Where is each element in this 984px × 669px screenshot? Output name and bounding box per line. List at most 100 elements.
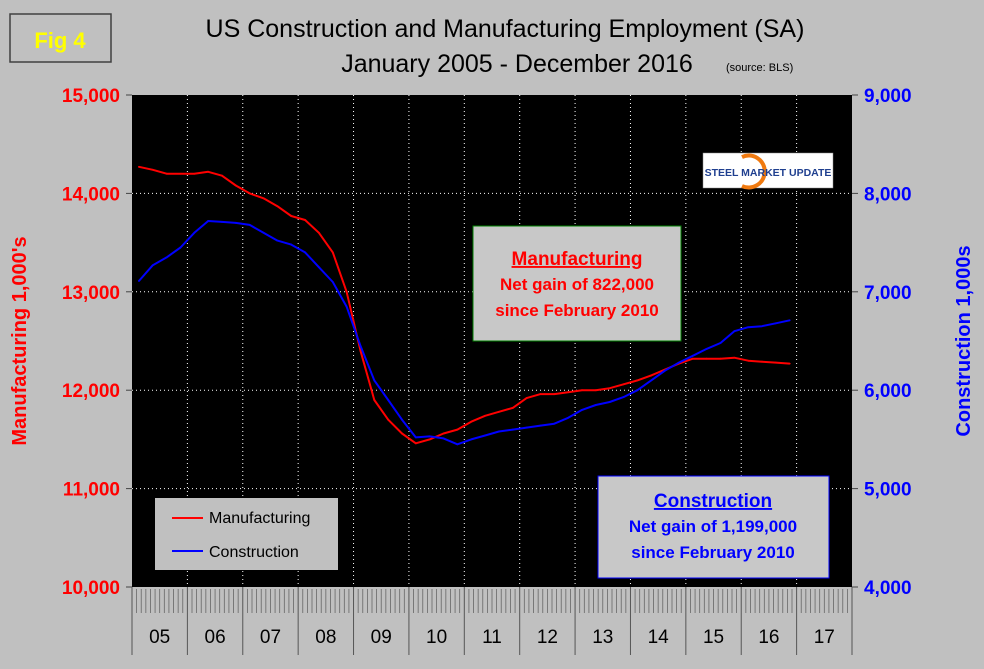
- data-point-manufacturing: [414, 442, 417, 445]
- y-axis-left-label: Manufacturing 1,000's: [9, 236, 31, 445]
- data-point-construction: [664, 369, 666, 372]
- data-point-construction: [304, 251, 306, 254]
- legend-label-manufacturing: Manufacturing: [209, 510, 310, 527]
- data-point-manufacturing: [774, 361, 777, 364]
- data-point-construction: [179, 246, 182, 249]
- data-point-manufacturing: [276, 205, 279, 208]
- data-point-construction: [553, 422, 556, 425]
- data-point-construction: [691, 354, 694, 357]
- data-point-manufacturing: [442, 432, 445, 435]
- data-point-manufacturing: [733, 356, 736, 359]
- data-point-construction: [401, 418, 403, 421]
- data-point-construction: [567, 416, 570, 419]
- data-point-construction: [733, 330, 736, 333]
- x-tick-label: 12: [537, 627, 558, 648]
- chart-subtitle: January 2005 - December 2016: [341, 50, 693, 78]
- data-point-manufacturing: [331, 251, 334, 254]
- data-point-construction: [290, 243, 293, 246]
- data-point-construction: [138, 280, 140, 282]
- y-axis-right-label: Construction 1,000s: [953, 245, 975, 436]
- data-point-manufacturing: [719, 357, 722, 360]
- annotation-manufacturing: Manufacturing Net gain of 822,000 since …: [472, 225, 682, 342]
- data-point-construction: [262, 231, 265, 234]
- data-point-manufacturing: [304, 219, 306, 221]
- data-point-construction: [678, 361, 680, 364]
- data-point-manufacturing: [234, 184, 237, 187]
- annotation-manufacturing-line1: Net gain of 822,000: [500, 275, 654, 294]
- x-tick-label: 10: [426, 627, 447, 648]
- data-point-manufacturing: [221, 174, 223, 177]
- data-point-manufacturing: [498, 410, 500, 413]
- data-point-manufacturing: [151, 168, 154, 171]
- data-point-construction: [511, 428, 514, 431]
- data-point-manufacturing: [636, 379, 639, 382]
- x-tick-label: 11: [482, 627, 502, 648]
- data-point-manufacturing: [539, 393, 542, 396]
- data-point-construction: [359, 345, 362, 347]
- data-point-construction: [608, 401, 611, 403]
- annotation-manufacturing-line2: since February 2010: [495, 301, 658, 320]
- annotation-construction-title: Construction: [654, 491, 772, 512]
- data-point-construction: [221, 221, 223, 223]
- x-tick-label: 16: [758, 627, 779, 648]
- data-point-construction: [788, 319, 791, 322]
- data-point-construction: [442, 437, 445, 440]
- data-point-manufacturing: [138, 165, 140, 168]
- data-point-manufacturing: [165, 172, 168, 175]
- data-point-manufacturing: [359, 349, 362, 352]
- data-point-manufacturing: [401, 432, 403, 435]
- data-point-manufacturing: [484, 414, 486, 417]
- series-line-construction: [138, 220, 790, 446]
- data-point-manufacturing: [248, 192, 251, 195]
- data-point-manufacturing: [345, 290, 348, 293]
- annotation-manufacturing-title: Manufacturing: [512, 249, 643, 270]
- x-tick-label: 06: [205, 627, 226, 648]
- data-point-manufacturing: [318, 231, 320, 234]
- data-point-manufacturing: [373, 399, 376, 401]
- data-point-manufacturing: [650, 374, 653, 377]
- logo: STEEL MARKET UPDATE: [702, 152, 834, 190]
- data-point-construction: [525, 426, 528, 429]
- chart-source: (source: BLS): [726, 62, 793, 74]
- y-tick-label-right: 4,000: [864, 578, 912, 599]
- legend-label-construction: Construction: [209, 544, 299, 561]
- data-point-manufacturing: [691, 357, 694, 360]
- data-point-construction: [373, 379, 376, 382]
- data-point-construction: [387, 399, 390, 401]
- data-point-construction: [622, 396, 625, 398]
- data-point-manufacturing: [622, 383, 625, 386]
- data-point-manufacturing: [193, 172, 196, 175]
- data-point-manufacturing: [290, 215, 293, 217]
- data-point-construction: [650, 379, 653, 382]
- annotation-construction-line1: Net gain of 1,199,000: [629, 517, 797, 536]
- data-point-construction: [331, 281, 334, 283]
- data-point-construction: [761, 325, 763, 328]
- data-point-construction: [456, 443, 459, 446]
- data-point-manufacturing: [207, 170, 210, 173]
- series-line-manufacturing: [138, 165, 790, 445]
- x-tick-label: 07: [260, 627, 281, 648]
- y-tick-label-right: 7,000: [864, 283, 912, 304]
- data-point-construction: [193, 231, 196, 234]
- data-point-construction: [581, 408, 583, 411]
- data-point-manufacturing: [179, 172, 182, 175]
- data-point-construction: [207, 220, 210, 222]
- data-point-manufacturing: [553, 393, 556, 396]
- data-point-construction: [719, 342, 722, 344]
- data-point-construction: [165, 256, 168, 259]
- data-point-manufacturing: [747, 359, 750, 362]
- logo-text: STEEL MARKET UPDATE: [705, 167, 832, 179]
- y-tick-label-right: 8,000: [864, 184, 912, 205]
- data-point-manufacturing: [470, 420, 473, 423]
- data-point-manufacturing: [594, 389, 597, 392]
- data-point-construction: [705, 347, 708, 350]
- figure-label: Fig 4: [34, 28, 86, 53]
- data-point-manufacturing: [705, 357, 708, 360]
- data-point-construction: [248, 223, 251, 226]
- data-point-manufacturing: [581, 389, 583, 392]
- chart-title: US Construction and Manufacturing Employ…: [206, 15, 805, 43]
- figure-label-box: [9, 13, 112, 63]
- y-tick-label-right: 6,000: [864, 381, 912, 402]
